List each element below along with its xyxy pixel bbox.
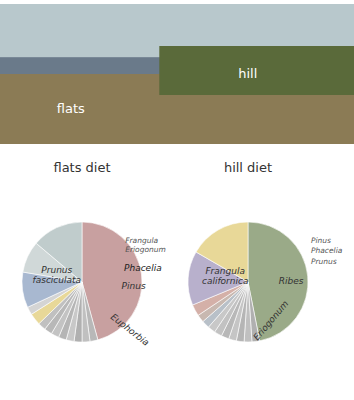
hill-area [159, 46, 354, 95]
pie-slice [22, 272, 82, 307]
landscape [0, 4, 354, 144]
slice-label: Phacelia [124, 263, 162, 273]
label-line: californica [202, 276, 249, 286]
slice-label: Pinus [122, 281, 146, 291]
pie-chart: flats diet Prunusfasciculata FrangulaEriog… [22, 160, 166, 348]
slice-label: Pinus [311, 236, 331, 245]
slice-label: Prunusfasciculata [33, 265, 82, 285]
pie-chart: hill diet Frangulacalifornica PinusPhaceli… [188, 160, 343, 342]
label-line: Prunus [41, 265, 72, 275]
slice-label: Euphorbia [109, 312, 151, 348]
chart-title: hill diet [224, 160, 272, 175]
slices [188, 222, 308, 342]
pie-slice [248, 222, 308, 341]
label-line: Frangula [205, 266, 245, 276]
label-line: Pinus [311, 236, 331, 245]
slice-label: Prunus [311, 257, 337, 266]
label-line: Phacelia [124, 263, 162, 273]
label-line: fasciculata [33, 275, 82, 285]
figure: flatshillflats dietPrunusfasciculataFran… [0, 0, 354, 400]
label-line: Euphorbia [109, 312, 151, 348]
pie-slice [36, 222, 82, 282]
label-line: Ribes [279, 276, 304, 286]
label-line: Eriogonum [125, 245, 166, 254]
pie-slice [196, 222, 248, 282]
slice-label: FrangulaEriogonum [125, 236, 166, 254]
slice-label: Eriogonum [251, 298, 290, 342]
slice-label: Frangulacalifornica [202, 266, 249, 286]
slice-label: Ribes [279, 276, 304, 286]
label-line: Pinus [122, 281, 146, 291]
area-label: flats [57, 101, 85, 116]
label-line: Eriogonum [251, 298, 290, 342]
label-line: Prunus [311, 257, 337, 266]
label-line: Phacelia [311, 246, 343, 255]
chart-title: flats diet [53, 160, 110, 175]
pie-slice [82, 282, 98, 341]
slice-label: Phacelia [311, 246, 343, 255]
pie-slice [82, 282, 90, 342]
area-label: hill [238, 66, 257, 81]
